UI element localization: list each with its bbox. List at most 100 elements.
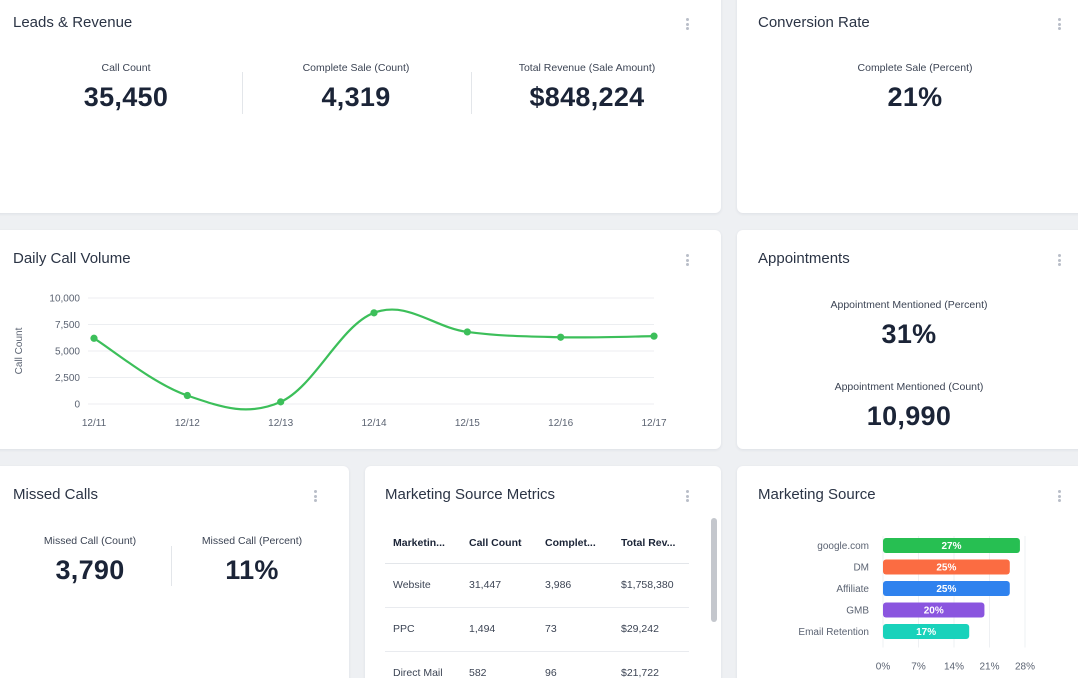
data-point — [183, 391, 191, 400]
metric-value: 31% — [881, 319, 937, 349]
table-cell: Direct Mail — [385, 651, 461, 678]
x-tick-label: 12/17 — [641, 418, 666, 429]
daily-call-volume-chart: 0 2,500 5,000 7,500 10,000 12/11 12/12 12/13 12/… — [14, 294, 667, 430]
metric-label: Appointment Mentioned (Percent) — [830, 299, 988, 311]
marketing-source-card: Marketing Source 0% 7% 14% 21% 28% google.com… — [737, 466, 1078, 678]
marketing-source-metrics-menu-icon[interactable] — [682, 488, 692, 504]
divider — [471, 72, 472, 114]
data-point — [557, 333, 565, 341]
metric-label: Appointment Mentioned (Count) — [834, 381, 984, 393]
table-cell: 582 — [461, 651, 537, 678]
table-cell: $21,722 — [613, 651, 689, 678]
marketing-source-menu-icon[interactable] — [1054, 488, 1064, 504]
table-cell: 3,986 — [537, 563, 613, 608]
metric-value: $848,224 — [529, 82, 645, 112]
complete-sale-metric: Complete Sale (Count) 4,319 — [256, 62, 456, 113]
table-cell: Website — [385, 563, 461, 608]
category-label: GMB — [846, 606, 869, 617]
x-tick-label: 12/12 — [175, 418, 200, 429]
appointment-count-metric: Appointment Mentioned (Count) 10,990 — [809, 381, 1009, 432]
leads-revenue-card: Leads & Revenue Call Count 35,450 Comple… — [0, 0, 721, 213]
bar — [883, 559, 1010, 575]
x-tick-label: 12/13 — [268, 418, 293, 429]
column-header[interactable]: Complet... — [537, 523, 613, 564]
column-header[interactable]: Call Count — [461, 523, 537, 564]
y-axis-label: Call Count — [14, 327, 25, 374]
bar — [883, 538, 1020, 553]
column-header[interactable]: Marketin... — [385, 523, 461, 564]
table-cell: 96 — [537, 651, 613, 678]
metric-value: 3,790 — [55, 555, 125, 585]
y-tick-label: 7,500 — [55, 320, 80, 331]
complete-sale-percent-metric: Complete Sale (Percent) 21% — [815, 62, 1015, 113]
metric-value: 21% — [887, 82, 943, 112]
data-point — [90, 334, 98, 342]
metric-label: Missed Call (Count) — [43, 535, 137, 547]
leads-revenue-menu-icon[interactable] — [682, 16, 692, 32]
category-label: google.com — [817, 541, 869, 552]
x-tick-label: 28% — [1015, 662, 1035, 673]
data-point — [463, 328, 471, 336]
data-point — [277, 398, 285, 406]
x-tick-label: 14% — [944, 662, 964, 673]
bar-value-label: 25% — [936, 563, 956, 574]
divider — [242, 72, 243, 114]
metric-label: Complete Sale (Percent) — [857, 62, 973, 74]
category-label: Email Retention — [798, 627, 869, 638]
appointment-percent-metric: Appointment Mentioned (Percent) 31% — [809, 299, 1009, 350]
metric-label: Call Count — [101, 62, 151, 74]
bar — [883, 624, 970, 639]
y-tick-label: 2,500 — [55, 373, 80, 384]
category-label: DM — [853, 563, 869, 574]
missed-call-count-metric: Missed Call (Count) 3,790 — [10, 535, 170, 586]
bar-value-label: 17% — [916, 627, 936, 638]
total-revenue-metric: Total Revenue (Sale Amount) $848,224 — [487, 62, 687, 113]
missed-calls-card: Missed Calls Missed Call (Count) 3,790 M… — [0, 466, 349, 678]
x-tick-label: 7% — [911, 662, 926, 673]
table-scrollbar[interactable] — [711, 518, 717, 622]
missed-calls-menu-icon[interactable] — [310, 488, 320, 504]
table-cell: 1,494 — [461, 607, 537, 652]
x-tick-label: 12/16 — [548, 418, 573, 429]
table-cell: PPC — [385, 607, 461, 652]
metric-value: 4,319 — [321, 82, 391, 112]
divider — [171, 546, 172, 586]
bar-value-label: 20% — [924, 606, 944, 617]
table-cell: $29,242 — [613, 607, 689, 652]
table-row[interactable]: Website 31,447 3,986 $1,758,380 — [385, 563, 689, 608]
conversion-rate-card: Conversion Rate Complete Sale (Percent) … — [737, 0, 1078, 213]
bar-value-label: 27% — [941, 541, 961, 552]
bar — [883, 581, 1010, 596]
column-header[interactable]: Total Rev... — [613, 523, 689, 564]
metric-value: 10,990 — [866, 401, 952, 431]
category-label: Affiliate — [836, 584, 869, 595]
marketing-source-title: Marketing Source — [758, 486, 876, 503]
table-row[interactable]: PPC 1,494 73 $29,242 — [385, 607, 689, 652]
y-tick-label: 10,000 — [49, 294, 80, 305]
table-cell: $1,758,380 — [613, 563, 689, 608]
x-tick-label: 12/15 — [455, 418, 480, 429]
leads-revenue-title: Leads & Revenue — [13, 14, 133, 31]
metric-value: 11% — [225, 555, 279, 585]
missed-call-percent-metric: Missed Call (Percent) 11% — [172, 535, 332, 586]
x-tick-label: 0% — [876, 662, 891, 673]
data-point — [650, 332, 658, 340]
metric-label: Missed Call (Percent) — [201, 535, 303, 547]
bar — [883, 602, 985, 618]
daily-call-volume-menu-icon[interactable] — [682, 252, 692, 268]
marketing-source-metrics-title: Marketing Source Metrics — [385, 486, 556, 503]
table-cell: 73 — [537, 607, 613, 652]
conversion-rate-menu-icon[interactable] — [1054, 16, 1064, 32]
table-row[interactable]: Direct Mail 582 96 $21,722 — [385, 651, 689, 678]
y-tick-label: 5,000 — [55, 347, 80, 358]
metric-label: Complete Sale (Count) — [302, 62, 410, 74]
table-header-row: Marketin... Call Count Complet... Total … — [385, 523, 689, 564]
appointments-card: Appointments Appointment Mentioned (Perc… — [737, 230, 1078, 449]
bar-value-label: 25% — [936, 584, 956, 595]
metric-label: Total Revenue (Sale Amount) — [518, 62, 656, 74]
marketing-source-metrics-table: Marketin... Call Count Complet... Total … — [385, 523, 689, 678]
appointments-menu-icon[interactable] — [1054, 252, 1064, 268]
x-tick-label: 21% — [979, 662, 999, 673]
appointments-title: Appointments — [758, 250, 850, 267]
x-tick-label: 12/11 — [82, 418, 107, 429]
